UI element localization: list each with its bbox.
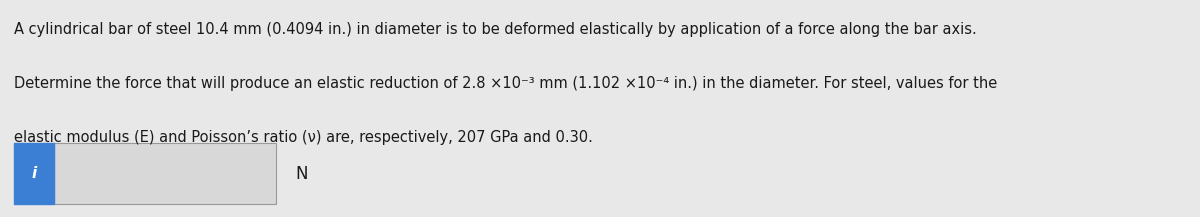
Text: A cylindrical bar of steel 10.4 mm (0.4094 in.) in diameter is to be deformed el: A cylindrical bar of steel 10.4 mm (0.40… xyxy=(14,22,977,37)
Text: Determine the force that will produce an elastic reduction of 2.8 ×10⁻³ mm (1.10: Determine the force that will produce an… xyxy=(14,76,997,91)
FancyBboxPatch shape xyxy=(54,143,276,204)
Text: i: i xyxy=(31,166,37,181)
FancyBboxPatch shape xyxy=(14,143,54,204)
Text: N: N xyxy=(295,165,307,182)
Text: elastic modulus (E) and Poisson’s ratio (ν) are, respectively, 207 GPa and 0.30.: elastic modulus (E) and Poisson’s ratio … xyxy=(14,130,593,145)
